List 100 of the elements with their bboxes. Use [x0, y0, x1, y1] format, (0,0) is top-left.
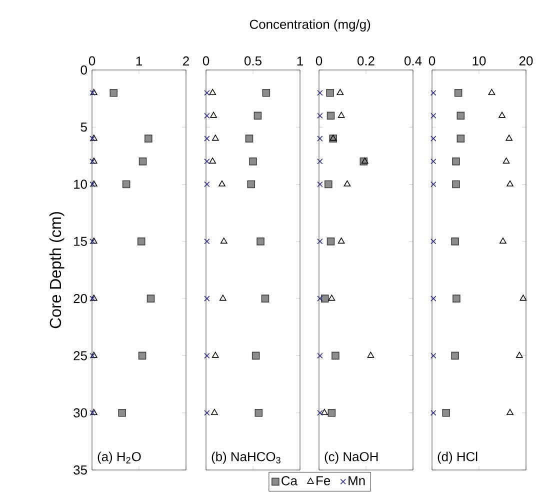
point	[498, 112, 506, 118]
point	[456, 134, 465, 142]
point	[210, 112, 217, 118]
point	[452, 294, 460, 302]
point	[218, 180, 226, 186]
point	[451, 352, 459, 360]
point	[328, 408, 336, 417]
point	[454, 88, 462, 97]
point	[367, 352, 374, 358]
point	[146, 294, 155, 302]
y-tick-label: 15	[74, 236, 87, 246]
point	[90, 238, 96, 244]
point	[506, 180, 514, 186]
point	[317, 296, 323, 302]
point	[338, 112, 345, 118]
point	[138, 352, 146, 360]
point	[336, 88, 344, 95]
point	[219, 294, 226, 301]
y-tick-label: 0	[80, 65, 87, 75]
point	[430, 238, 436, 244]
point	[430, 112, 436, 119]
x-tick-label: 0.2	[358, 56, 374, 66]
annotation: (a) H$_{2}$O	[98, 452, 141, 464]
point	[332, 352, 340, 360]
point	[317, 136, 323, 142]
point	[262, 88, 270, 97]
x-tick-label: 20	[519, 56, 533, 66]
point	[90, 158, 96, 164]
x-tick-label: 2	[183, 56, 189, 66]
point	[247, 180, 256, 188]
point	[452, 180, 460, 188]
point	[204, 112, 210, 119]
point	[138, 158, 147, 166]
y-tick-label: 35	[74, 465, 87, 475]
point	[326, 88, 334, 97]
x-tick-label: 1	[136, 56, 142, 66]
point	[254, 112, 262, 120]
point	[488, 88, 496, 95]
point	[261, 294, 270, 302]
y-tick-label: 5	[80, 122, 87, 132]
point	[90, 352, 96, 359]
point	[209, 158, 216, 164]
x-tick-label: 10	[472, 56, 486, 66]
point	[502, 158, 510, 164]
point	[317, 352, 323, 359]
point	[110, 88, 118, 97]
point	[204, 158, 210, 164]
point	[90, 296, 96, 302]
point	[452, 158, 460, 166]
point	[209, 88, 216, 95]
point	[204, 410, 210, 416]
point	[254, 408, 263, 417]
annotation: (b) NaHCO$_{3}$	[212, 452, 280, 464]
point	[90, 90, 96, 96]
point	[245, 134, 254, 142]
y-tick-label: 25	[74, 351, 87, 360]
point	[317, 112, 323, 119]
x-tick-label: 1	[297, 56, 303, 66]
point	[137, 238, 146, 246]
x-tick-label: 0	[428, 56, 436, 66]
point	[500, 238, 506, 244]
point	[456, 112, 465, 120]
point	[249, 158, 257, 166]
point	[204, 136, 210, 142]
point	[326, 238, 335, 246]
point	[430, 181, 436, 188]
point	[212, 134, 219, 141]
point	[430, 352, 436, 359]
x-tick-label: 0	[88, 56, 96, 66]
point	[506, 134, 513, 141]
y-tick-label: 10	[74, 180, 87, 189]
point	[324, 180, 332, 188]
x-tick-label: 0.5	[244, 56, 262, 66]
x-tick-label: 0	[202, 56, 210, 66]
point	[338, 238, 345, 244]
point	[430, 296, 436, 302]
point	[430, 158, 436, 164]
point	[204, 352, 210, 359]
point	[212, 352, 219, 358]
point	[90, 410, 96, 416]
point	[118, 408, 126, 417]
point	[442, 408, 450, 417]
point	[317, 410, 323, 416]
point	[204, 238, 210, 244]
x-axis-title: Concentration (mg/g)	[250, 19, 370, 32]
point	[220, 238, 228, 244]
y-tick-label: 30	[74, 408, 87, 418]
point	[320, 294, 329, 302]
point	[430, 90, 436, 96]
point	[317, 238, 323, 244]
legend-label: Mn	[348, 476, 365, 486]
annotation: (d) HCl	[438, 452, 478, 464]
point	[328, 294, 336, 301]
point	[144, 134, 152, 142]
point	[430, 136, 436, 142]
point	[122, 180, 130, 188]
point	[326, 112, 335, 120]
point	[430, 410, 436, 416]
x-tick-label: 0	[316, 56, 322, 66]
annotation: (c) NaOH	[324, 452, 378, 464]
